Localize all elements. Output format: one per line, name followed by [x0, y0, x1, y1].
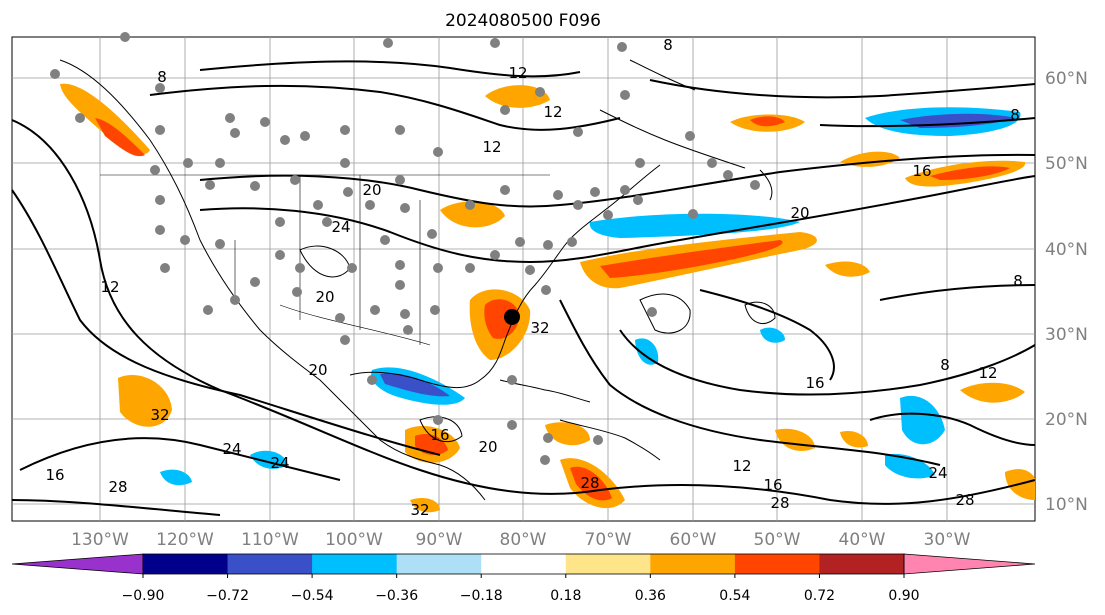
contour-label: 20 — [315, 288, 334, 306]
contour-label: 28 — [770, 494, 789, 512]
lat-label-10n: 10°N — [1045, 495, 1088, 515]
contour-label: 16 — [805, 374, 824, 392]
contour-label: 12 — [482, 138, 501, 156]
lon-label-120w: 120°W — [156, 530, 214, 550]
figure-title: 2024080500 F096 — [445, 11, 601, 31]
contour-label: 16 — [430, 426, 449, 444]
contour-label: 8 — [940, 356, 950, 374]
station-markers — [50, 32, 760, 465]
colorbar-tick-label: −0.54 — [291, 588, 334, 604]
contour-label: 24 — [928, 464, 947, 482]
colorbar-tick-label: −0.90 — [122, 588, 165, 604]
contour-label: 24 — [331, 218, 350, 236]
contour-label: 8 — [663, 36, 673, 54]
contour-label: 12 — [508, 64, 527, 82]
lat-label-50n: 50°N — [1045, 154, 1088, 174]
lon-label-60w: 60°W — [670, 530, 717, 550]
political-boundaries — [100, 174, 550, 346]
lon-label-110w: 110°W — [241, 530, 299, 550]
lat-label-30n: 30°N — [1045, 325, 1088, 345]
contour-label: 28 — [108, 478, 127, 496]
colorbar-segment — [481, 554, 567, 574]
contour-labels: 8 121282012162420201612816202428321216282… — [45, 36, 1023, 519]
colorbar-tick-label: −0.36 — [375, 588, 418, 604]
contour-label: 16 — [912, 162, 931, 180]
colorbar: −0.90 −0.72 −0.54 −0.36 −0.18 0.18 0.36 0.54 0.7… — [11, 553, 1036, 604]
contour-label: 24 — [222, 440, 241, 458]
colorbar-segment — [227, 554, 313, 574]
colorbar-segment — [312, 554, 398, 574]
contour-label: 28 — [955, 491, 974, 509]
colorbar-tick-label: 0.36 — [635, 588, 666, 604]
colorbar-segment — [819, 554, 905, 574]
contour-label: 20 — [308, 361, 327, 379]
contour-label: 12 — [543, 103, 562, 121]
colorbar-tick-label: 0.72 — [804, 588, 835, 604]
contour-label: 32 — [410, 501, 429, 519]
colorbar-tick-label: −0.72 — [206, 588, 249, 604]
colorbar-tick-label: 0.54 — [719, 588, 750, 604]
lon-label-30w: 30°W — [924, 530, 971, 550]
contour-label: 16 — [763, 476, 782, 494]
latitude-labels: 60°N 50°N 40°N 30°N 20°N 10°N — [1045, 69, 1088, 515]
contour-label: 12 — [100, 278, 119, 296]
contour-label: 24 — [270, 454, 289, 472]
colorbar-ticks: −0.90 −0.72 −0.54 −0.36 −0.18 0.18 0.36 0.54 0.7… — [122, 574, 920, 604]
contour-label: 8 — [1013, 272, 1023, 290]
longitude-labels: 130°W 120°W 110°W 100°W 90°W 80°W 70°W 6… — [71, 530, 971, 550]
lon-label-70w: 70°W — [585, 530, 632, 550]
lat-label-40n: 40°N — [1045, 240, 1088, 260]
contour-lines — [11, 60, 1036, 516]
colorbar-extend-high — [903, 553, 1036, 575]
colorbar-segment — [565, 554, 651, 574]
shaded-field — [60, 83, 1035, 513]
lon-label-90w: 90°W — [416, 530, 463, 550]
contour-label: 8 — [157, 68, 167, 86]
storm-center-marker — [504, 309, 520, 325]
lon-label-40w: 40°W — [839, 530, 886, 550]
contour-label: 20 — [362, 181, 381, 199]
contour-label: 32 — [530, 319, 549, 337]
colorbar-tick-label: 0.90 — [888, 588, 919, 604]
colorbar-segment — [143, 554, 229, 574]
colorbar-segment — [734, 554, 820, 574]
lat-label-60n: 60°N — [1045, 69, 1088, 89]
contour-label: 28 — [580, 474, 599, 492]
contour-label: 20 — [790, 204, 809, 222]
lon-label-130w: 130°W — [71, 530, 129, 550]
colorbar-segment — [650, 554, 736, 574]
contour-label: 32 — [150, 406, 169, 424]
colorbar-extend-low — [11, 553, 144, 575]
contour-label: 8 — [1010, 106, 1020, 124]
lon-label-50w: 50°W — [754, 530, 801, 550]
contour-label: 16 — [45, 466, 64, 484]
map-panel: 8 121282012162420201612816202428321216282… — [11, 32, 1036, 522]
contour-label: 12 — [732, 457, 751, 475]
colorbar-outline — [142, 553, 905, 575]
colorbar-tick-label: −0.18 — [460, 588, 503, 604]
colorbar-tick-label: 0.18 — [550, 588, 581, 604]
lon-label-100w: 100°W — [325, 530, 383, 550]
map-frame — [11, 36, 1036, 522]
colorbar-segments — [11, 553, 1036, 575]
lon-label-80w: 80°W — [500, 530, 547, 550]
contour-label: 20 — [478, 438, 497, 456]
contour-label: 12 — [978, 364, 997, 382]
lat-label-20n: 20°N — [1045, 410, 1088, 430]
colorbar-segment — [396, 554, 482, 574]
